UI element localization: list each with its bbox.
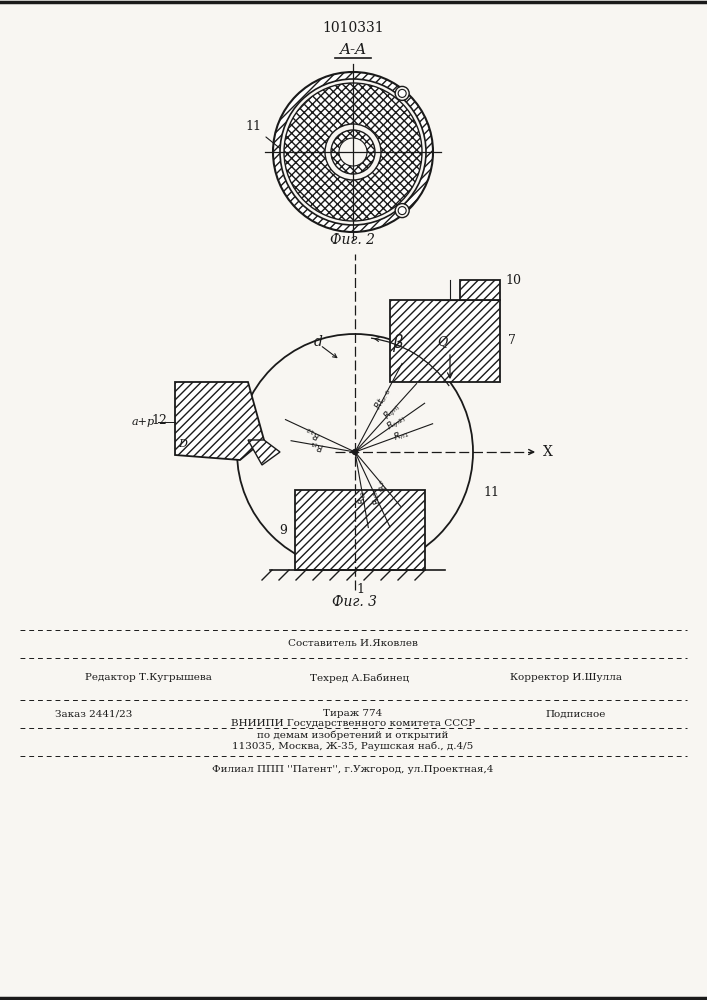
- Text: 9: 9: [279, 524, 287, 536]
- Text: 11: 11: [245, 120, 280, 148]
- Text: Тираж 774: Тираж 774: [323, 710, 382, 718]
- Circle shape: [339, 138, 367, 166]
- Circle shape: [395, 86, 409, 100]
- Text: 1010331: 1010331: [322, 21, 384, 35]
- Text: d: d: [314, 335, 322, 349]
- Circle shape: [280, 79, 426, 225]
- Circle shape: [339, 138, 367, 166]
- Circle shape: [353, 450, 358, 454]
- Circle shape: [284, 83, 422, 221]
- Text: X: X: [543, 445, 553, 459]
- Circle shape: [398, 89, 407, 97]
- Circle shape: [284, 83, 422, 221]
- Circle shape: [339, 138, 367, 166]
- Polygon shape: [390, 300, 500, 382]
- Text: по демам изобретений и открытий: по демам изобретений и открытий: [257, 730, 449, 740]
- Bar: [295, 490, 425, 570]
- Circle shape: [273, 72, 433, 232]
- Text: Фиг. 2: Фиг. 2: [330, 233, 375, 247]
- Circle shape: [395, 204, 409, 218]
- Circle shape: [284, 83, 422, 221]
- Circle shape: [331, 130, 375, 174]
- Circle shape: [331, 130, 375, 174]
- Text: $R_{t2}$: $R_{t2}$: [356, 489, 370, 505]
- Circle shape: [398, 207, 407, 215]
- Text: Техред А.Бабинец: Техред А.Бабинец: [310, 673, 409, 683]
- Text: ВНИИПИ Государственного комитета СССР: ВНИИПИ Государственного комитета СССР: [231, 720, 475, 728]
- Circle shape: [339, 138, 367, 166]
- Circle shape: [331, 130, 375, 174]
- Text: 7: 7: [508, 334, 516, 347]
- Text: $R_{n1}$: $R_{n1}$: [392, 426, 411, 444]
- Text: Филиал ППП ''Патент'', г.Ужгород, ул.Проектная,4: Филиал ППП ''Патент'', г.Ужгород, ул.Про…: [212, 766, 493, 774]
- Text: $R_{(m)}$: $R_{(m)}$: [380, 399, 404, 423]
- Text: $\beta$: $\beta$: [392, 332, 404, 354]
- Text: Заказ 2441/23: Заказ 2441/23: [55, 710, 132, 718]
- Text: Корректор И.Шулла: Корректор И.Шулла: [510, 674, 622, 682]
- Text: $R_{t3}$: $R_{t3}$: [367, 488, 385, 506]
- Text: Составитель И.Яковлев: Составитель И.Яковлев: [288, 640, 418, 648]
- Text: $R_{(n2)}$: $R_{(n2)}$: [385, 411, 409, 434]
- Text: 113035, Москва, Ж-35, Раушская наб., д.4/5: 113035, Москва, Ж-35, Раушская наб., д.4…: [233, 741, 474, 751]
- Circle shape: [339, 138, 367, 166]
- Text: 10: 10: [505, 273, 521, 286]
- Text: 11: 11: [483, 486, 499, 498]
- Text: $R_{12}$: $R_{12}$: [303, 424, 323, 442]
- Text: 12: 12: [151, 414, 167, 426]
- Text: D: D: [179, 439, 187, 449]
- Circle shape: [331, 130, 375, 174]
- Polygon shape: [248, 440, 280, 465]
- Polygon shape: [460, 280, 500, 300]
- Text: Подписное: Подписное: [545, 710, 605, 718]
- Text: $R_{n}$: $R_{n}$: [374, 476, 391, 493]
- Text: Q: Q: [437, 335, 447, 348]
- Text: $R_{t1}$: $R_{t1}$: [308, 438, 325, 453]
- Circle shape: [325, 124, 381, 180]
- Circle shape: [280, 79, 426, 225]
- Polygon shape: [175, 382, 264, 460]
- Text: Фиг. 3: Фиг. 3: [332, 595, 378, 609]
- Text: A-A: A-A: [339, 43, 366, 57]
- Text: $Rt_{u.6}$: $Rt_{u.6}$: [373, 386, 394, 412]
- Circle shape: [237, 334, 473, 570]
- Text: a+p: a+p: [132, 417, 155, 427]
- Text: 1: 1: [356, 583, 364, 596]
- Circle shape: [325, 124, 381, 180]
- Circle shape: [325, 124, 381, 180]
- Text: Редактор Т.Кугрышева: Редактор Т.Кугрышева: [85, 674, 212, 682]
